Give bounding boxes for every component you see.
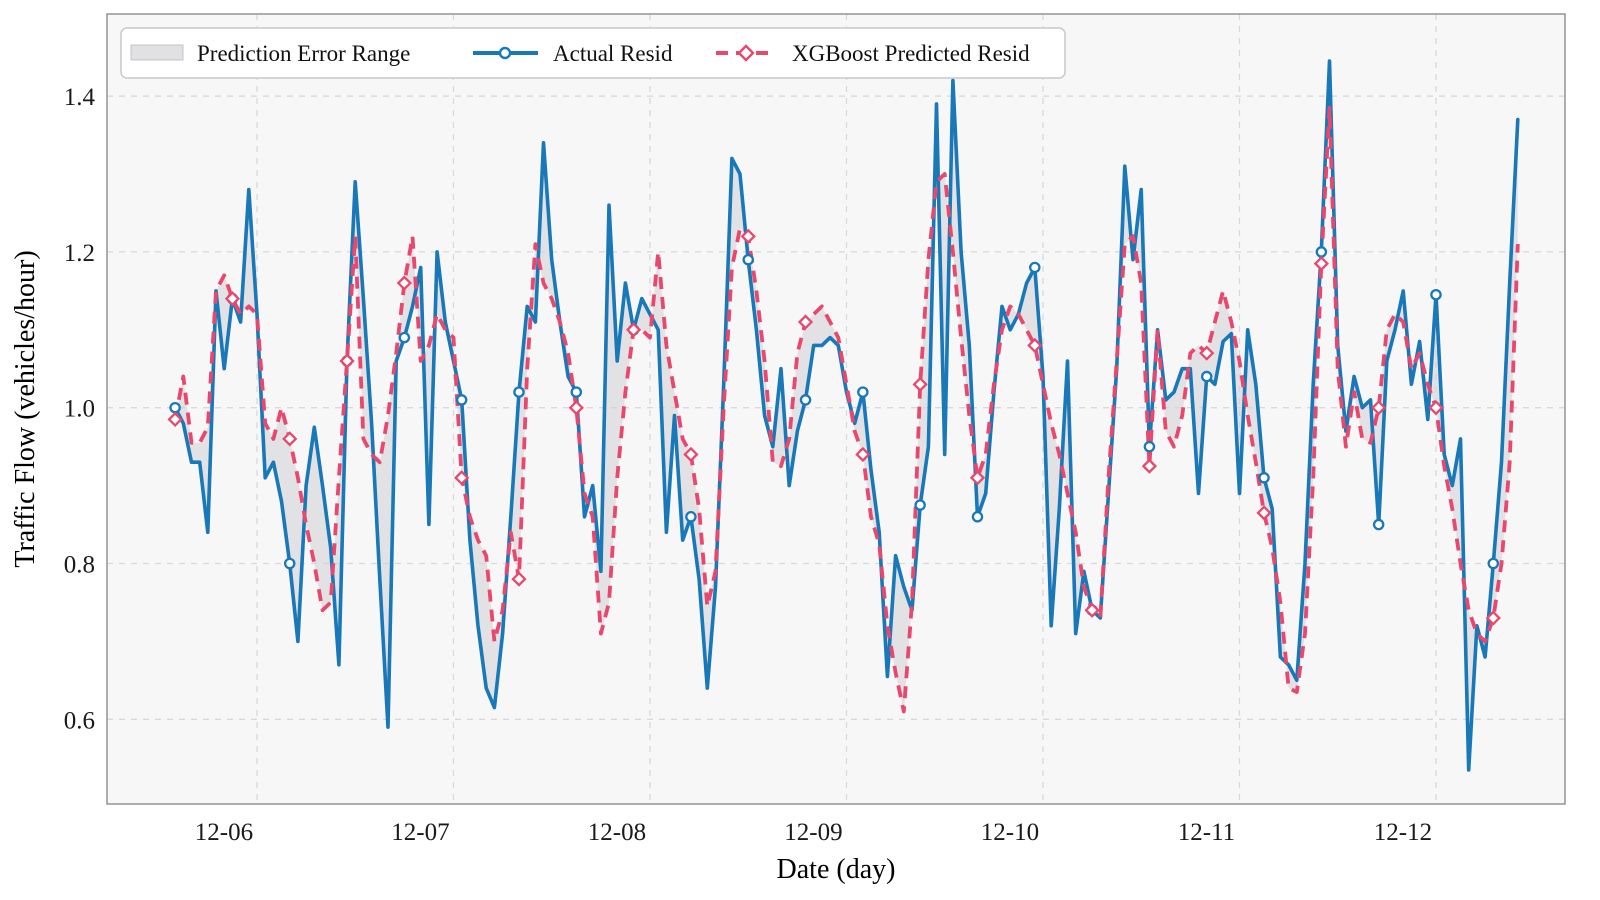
actual-marker-circle	[971, 511, 984, 523]
y-tick-label: 1.4	[64, 84, 96, 111]
x-tick-label: 12-10	[981, 819, 1039, 846]
actual-marker-circle	[685, 511, 697, 523]
x-axis-title: Date (day)	[777, 854, 896, 885]
actual-marker-circle	[398, 331, 411, 344]
predicted-marker-diamond	[339, 353, 355, 369]
actual-marker-circle	[1315, 246, 1328, 258]
predicted-marker-diamond	[282, 431, 298, 447]
predicted-marker-diamond	[683, 446, 699, 463]
actual-marker-circle	[283, 557, 296, 570]
predicted-marker-diamond	[740, 228, 756, 244]
legend: Prediction Error Range Actual Resid XGBo…	[120, 27, 1066, 79]
predicted-marker-diamond	[797, 314, 814, 330]
actual-marker-circle	[1200, 370, 1213, 383]
actual-marker-circle	[1372, 518, 1385, 531]
x-tick-label: 12-06	[195, 819, 253, 846]
error-band-swatch-icon	[130, 44, 184, 61]
actual-marker-circle	[570, 386, 583, 398]
predicted-marker-diamond	[568, 400, 584, 416]
predicted-marker-diamond	[511, 571, 527, 587]
plot-area: 0.6 0.8 1.0 1.2 1.4 12-06 12-07 12-08 12-09 12-10…	[64, 13, 1566, 846]
actual-marker-circle	[799, 394, 812, 406]
x-tick-label: 12-11	[1178, 819, 1235, 846]
predicted-marker-diamond	[855, 446, 871, 463]
predicted-marker-icon	[737, 44, 755, 62]
actual-marker-circle	[455, 394, 468, 406]
predicted-marker-diamond	[1256, 505, 1272, 521]
predicted-marker-diamond	[1371, 400, 1387, 416]
legend-label-band: Prediction Error Range	[197, 41, 410, 66]
legend-box	[120, 27, 1066, 79]
predicted-marker-diamond	[1141, 458, 1158, 474]
actual-marker-circle	[513, 386, 525, 398]
predicted-marker-diamond	[1485, 610, 1501, 626]
predicted-marker-diamond	[1313, 255, 1329, 272]
predicted-marker-diamond	[969, 470, 986, 486]
y-axis-title: Traffic Flow (vehicles/hour)	[10, 250, 41, 567]
predicted-marker-diamond	[224, 291, 241, 307]
axes-frame	[106, 13, 1566, 805]
predicted-marker-diamond	[1084, 602, 1100, 618]
actual-marker-circle	[1430, 288, 1442, 301]
plot-background	[107, 14, 1565, 804]
actual-marker-circle	[1143, 440, 1156, 453]
x-tick-label: 12-12	[1374, 819, 1432, 846]
actual-marker-circle	[169, 401, 181, 414]
actual-marker-circle	[914, 499, 926, 511]
predicted-marker-diamond	[454, 470, 470, 486]
predicted-marker-diamond	[167, 411, 183, 428]
legend-label-predicted: XGBoost Predicted Resid	[792, 41, 1030, 66]
predicted-marker-diamond	[625, 322, 642, 338]
y-tick-label: 1.2	[64, 240, 95, 267]
legend-label-actual: Actual Resid	[553, 41, 673, 66]
actual-marker-circle	[1029, 261, 1041, 274]
x-tick-label: 12-08	[588, 819, 646, 846]
predicted-marker-diamond	[396, 275, 412, 291]
predicted-marker-diamond	[912, 376, 928, 392]
y-tick-label: 0.6	[64, 707, 95, 734]
actual-marker-circle	[1258, 472, 1270, 484]
predicted-marker-diamond	[1428, 400, 1444, 416]
predicted-marker-diamond	[1027, 337, 1043, 354]
y-tick-label: 1.0	[64, 396, 95, 423]
x-tick-label: 12-07	[391, 819, 449, 846]
x-tick-label: 12-09	[784, 819, 842, 846]
predicted-marker-diamond	[1199, 345, 1215, 361]
y-tick-label: 0.8	[64, 552, 95, 579]
xgboost-predicted-line	[173, 105, 1520, 714]
actual-marker-circle	[742, 253, 754, 266]
actual-marker-circle	[857, 386, 869, 398]
actual-marker-circle	[1487, 557, 1500, 570]
actual-marker-icon	[498, 46, 512, 60]
